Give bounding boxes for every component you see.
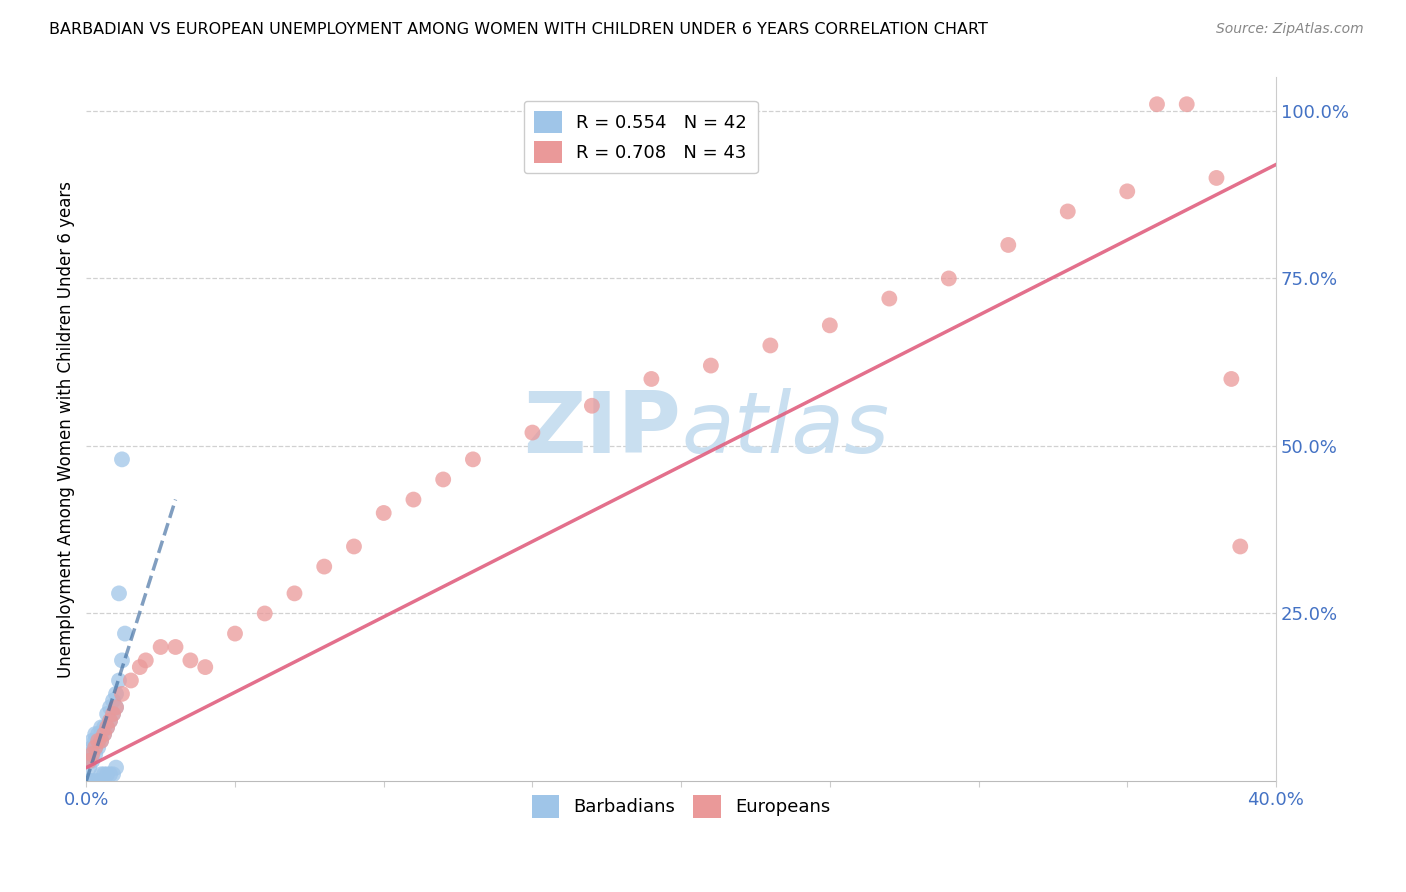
Point <box>98 714 121 728</box>
Point <box>84 740 107 755</box>
Point <box>111 452 134 467</box>
Point <box>84 747 107 762</box>
Point <box>82 747 104 762</box>
Point <box>77 761 100 775</box>
Point <box>101 706 124 721</box>
Point <box>1056 204 1078 219</box>
Text: atlas: atlas <box>681 388 889 471</box>
Text: Source: ZipAtlas.com: Source: ZipAtlas.com <box>1216 22 1364 37</box>
Point <box>224 626 246 640</box>
Point <box>108 673 131 688</box>
Point <box>314 559 336 574</box>
Point <box>101 767 124 781</box>
Point <box>93 727 115 741</box>
Point <box>101 706 124 721</box>
Point <box>82 754 104 768</box>
Legend: Barbadians, Europeans: Barbadians, Europeans <box>524 789 838 825</box>
Point <box>114 626 136 640</box>
Point <box>96 706 118 721</box>
Point <box>98 700 121 714</box>
Point <box>77 754 100 768</box>
Point <box>194 660 217 674</box>
Point <box>93 727 115 741</box>
Point <box>84 733 107 747</box>
Point <box>96 720 118 734</box>
Point <box>82 740 104 755</box>
Point <box>938 271 960 285</box>
Point <box>77 754 100 768</box>
Point <box>87 733 110 747</box>
Point <box>149 640 172 654</box>
Point <box>77 774 100 789</box>
Point <box>432 473 454 487</box>
Point <box>87 774 110 789</box>
Point <box>90 720 112 734</box>
Point <box>87 733 110 747</box>
Point <box>98 767 121 781</box>
Point <box>373 506 395 520</box>
Point <box>759 338 782 352</box>
Point <box>105 687 128 701</box>
Point <box>640 372 662 386</box>
Point <box>90 727 112 741</box>
Point <box>105 700 128 714</box>
Text: BARBADIAN VS EUROPEAN UNEMPLOYMENT AMONG WOMEN WITH CHILDREN UNDER 6 YEARS CORRE: BARBADIAN VS EUROPEAN UNEMPLOYMENT AMONG… <box>49 22 988 37</box>
Point <box>111 653 134 667</box>
Point <box>461 452 484 467</box>
Point <box>402 492 425 507</box>
Point <box>879 292 901 306</box>
Point <box>1116 185 1139 199</box>
Point <box>101 693 124 707</box>
Point <box>1220 372 1243 386</box>
Y-axis label: Unemployment Among Women with Children Under 6 years: Unemployment Among Women with Children U… <box>58 181 75 678</box>
Point <box>165 640 187 654</box>
Point <box>1205 170 1227 185</box>
Point <box>1146 97 1168 112</box>
Point <box>77 747 100 762</box>
Point <box>90 733 112 747</box>
Point <box>90 733 112 747</box>
Point <box>179 653 201 667</box>
Point <box>105 761 128 775</box>
Point <box>283 586 305 600</box>
Point <box>87 740 110 755</box>
Point <box>522 425 544 440</box>
Point <box>120 673 142 688</box>
Point <box>253 607 276 621</box>
Point <box>84 727 107 741</box>
Point <box>87 727 110 741</box>
Point <box>84 774 107 789</box>
Point <box>82 733 104 747</box>
Point <box>108 586 131 600</box>
Point <box>82 747 104 762</box>
Point <box>96 720 118 734</box>
Point <box>818 318 841 333</box>
Point <box>581 399 603 413</box>
Point <box>84 740 107 755</box>
Point <box>93 720 115 734</box>
Point <box>105 700 128 714</box>
Point <box>128 660 150 674</box>
Point <box>93 767 115 781</box>
Point <box>111 687 134 701</box>
Point <box>98 714 121 728</box>
Point <box>82 774 104 789</box>
Point <box>1229 540 1251 554</box>
Point <box>135 653 157 667</box>
Point <box>96 767 118 781</box>
Point <box>1175 97 1198 112</box>
Point <box>90 767 112 781</box>
Point <box>997 238 1019 252</box>
Point <box>700 359 723 373</box>
Point <box>343 540 366 554</box>
Text: ZIP: ZIP <box>523 388 681 471</box>
